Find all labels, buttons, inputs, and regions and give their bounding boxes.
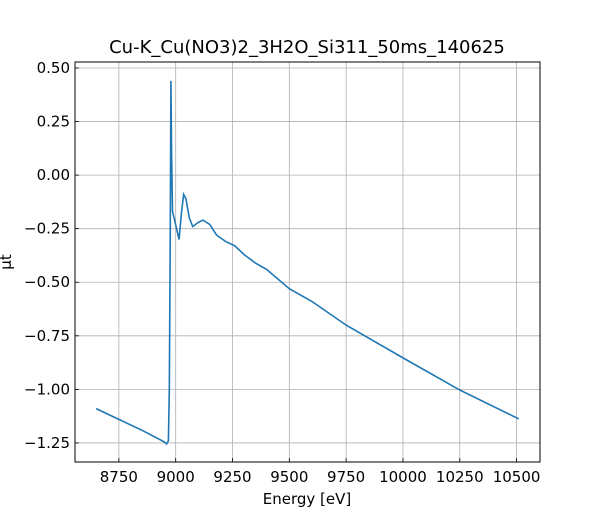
y-axis-label: μt (0, 254, 15, 270)
x-tick-label: 9750 (327, 468, 365, 486)
x-tick-label: 10000 (379, 468, 427, 486)
y-tick-label: 0.25 (37, 113, 70, 131)
x-tick-label: 10250 (436, 468, 484, 486)
y-tick-label: −0.25 (24, 220, 70, 238)
x-tick-label: 9000 (157, 468, 195, 486)
x-tick-label: 8750 (100, 468, 138, 486)
y-tick-label: 0.50 (37, 59, 70, 77)
x-tick-label: 9500 (270, 468, 308, 486)
x-tick-label: 10500 (493, 468, 541, 486)
x-axis-label: Energy [eV] (263, 490, 351, 508)
y-tick-label: −1.25 (24, 434, 70, 452)
y-tick-label: 0.00 (37, 166, 70, 184)
chart-title: Cu-K_Cu(NO3)2_3H2O_Si311_50ms_140625 (109, 37, 505, 58)
x-tick-label: 9250 (213, 468, 251, 486)
data-line (95, 80, 520, 446)
y-tick-label: −0.75 (24, 327, 70, 345)
plot-frame (74, 61, 541, 463)
y-tick-label: −1.00 (24, 380, 70, 398)
y-tick-label: −0.50 (24, 273, 70, 291)
